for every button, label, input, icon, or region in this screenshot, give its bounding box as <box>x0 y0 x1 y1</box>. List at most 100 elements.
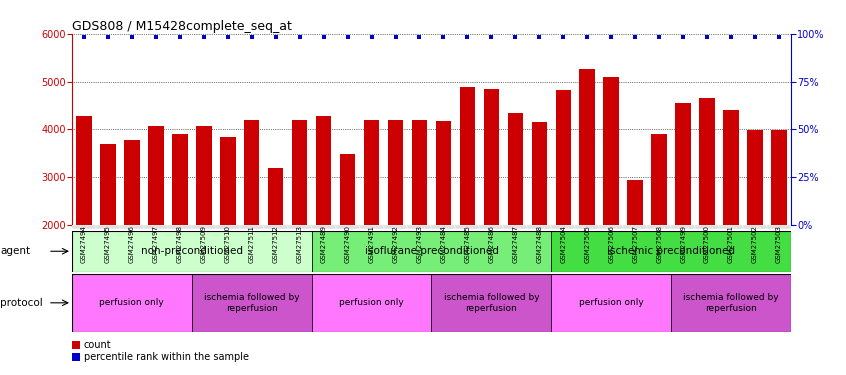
Bar <box>239 225 264 229</box>
Point <box>677 34 690 40</box>
Bar <box>431 274 552 332</box>
Bar <box>723 110 739 321</box>
Text: GSM27511: GSM27511 <box>249 225 255 263</box>
Point <box>533 34 547 40</box>
Bar <box>268 168 283 321</box>
Text: GSM27489: GSM27489 <box>321 225 327 263</box>
Text: GSM27506: GSM27506 <box>608 225 614 263</box>
Bar <box>72 274 192 332</box>
Point <box>508 34 522 40</box>
Text: GSM27493: GSM27493 <box>416 225 422 263</box>
Text: GDS808 / M15428complete_seq_at: GDS808 / M15428complete_seq_at <box>72 20 292 33</box>
Bar <box>264 225 288 229</box>
Bar <box>96 225 120 229</box>
Text: GSM27495: GSM27495 <box>105 225 111 263</box>
Bar <box>192 274 311 332</box>
Bar <box>168 225 192 229</box>
Bar <box>364 120 379 321</box>
Bar <box>172 134 188 321</box>
Text: GSM27513: GSM27513 <box>297 225 303 263</box>
Text: GSM27508: GSM27508 <box>656 225 662 263</box>
Text: count: count <box>84 340 112 350</box>
Text: GSM27491: GSM27491 <box>369 225 375 263</box>
Bar <box>311 225 336 229</box>
Point <box>365 34 378 40</box>
Text: ischemia followed by
reperfusion: ischemia followed by reperfusion <box>443 293 539 312</box>
Bar <box>360 225 383 229</box>
Text: GSM27487: GSM27487 <box>513 225 519 263</box>
Point <box>724 34 738 40</box>
Bar <box>124 140 140 321</box>
Text: GSM27505: GSM27505 <box>585 225 591 263</box>
Text: GSM27499: GSM27499 <box>680 225 686 263</box>
Bar <box>503 225 527 229</box>
Text: perfusion only: perfusion only <box>339 298 404 307</box>
Bar <box>575 225 599 229</box>
Bar <box>196 126 212 321</box>
Point <box>316 34 330 40</box>
Text: perfusion only: perfusion only <box>579 298 644 307</box>
Bar <box>599 225 624 229</box>
Point <box>485 34 498 40</box>
Text: agent: agent <box>0 246 30 256</box>
Text: GSM27496: GSM27496 <box>129 225 135 263</box>
Point <box>460 34 474 40</box>
Text: GSM27485: GSM27485 <box>464 225 470 263</box>
Bar <box>431 225 455 229</box>
Bar <box>72 225 96 229</box>
Text: ischemia followed by
reperfusion: ischemia followed by reperfusion <box>684 293 779 312</box>
Bar <box>436 121 451 321</box>
Text: GSM27502: GSM27502 <box>752 225 758 263</box>
Bar <box>695 225 719 229</box>
Bar <box>647 225 671 229</box>
Text: ischemic preconditioned: ischemic preconditioned <box>607 246 735 256</box>
Text: perfusion only: perfusion only <box>100 298 164 307</box>
Bar <box>508 112 523 321</box>
Bar <box>336 225 360 229</box>
Bar <box>192 225 216 229</box>
Bar <box>772 130 787 321</box>
Bar <box>387 120 404 321</box>
Bar <box>216 225 239 229</box>
Bar <box>148 126 163 321</box>
Text: GSM27490: GSM27490 <box>344 225 350 263</box>
Point <box>197 34 211 40</box>
Bar <box>603 77 619 321</box>
Text: non-preconditioned: non-preconditioned <box>140 246 243 256</box>
Point <box>700 34 714 40</box>
Bar <box>408 225 431 229</box>
Point <box>101 34 114 40</box>
Bar <box>747 130 763 321</box>
Bar <box>455 225 480 229</box>
Bar <box>527 225 552 229</box>
Bar <box>120 225 144 229</box>
Bar <box>288 225 311 229</box>
Text: GSM27494: GSM27494 <box>81 225 87 263</box>
Bar <box>719 225 743 229</box>
Text: GSM27504: GSM27504 <box>560 225 566 263</box>
Bar <box>531 122 547 321</box>
Point <box>125 34 139 40</box>
Point <box>293 34 306 40</box>
Text: GSM27484: GSM27484 <box>441 225 447 263</box>
Bar <box>628 180 643 321</box>
Bar <box>316 116 332 321</box>
Bar <box>671 274 791 332</box>
Text: percentile rank within the sample: percentile rank within the sample <box>84 352 249 362</box>
Point <box>749 34 762 40</box>
Bar <box>651 134 667 321</box>
Text: GSM27492: GSM27492 <box>393 225 398 263</box>
Point <box>413 34 426 40</box>
Point <box>652 34 666 40</box>
Bar <box>484 89 499 321</box>
Text: GSM27510: GSM27510 <box>225 225 231 263</box>
Point <box>269 34 283 40</box>
Point <box>388 34 403 40</box>
Text: GSM27486: GSM27486 <box>488 225 494 263</box>
Bar <box>556 90 571 321</box>
Bar <box>144 225 168 229</box>
Point <box>245 34 259 40</box>
Point <box>149 34 162 40</box>
Bar <box>671 225 695 229</box>
Text: GSM27503: GSM27503 <box>776 225 782 263</box>
